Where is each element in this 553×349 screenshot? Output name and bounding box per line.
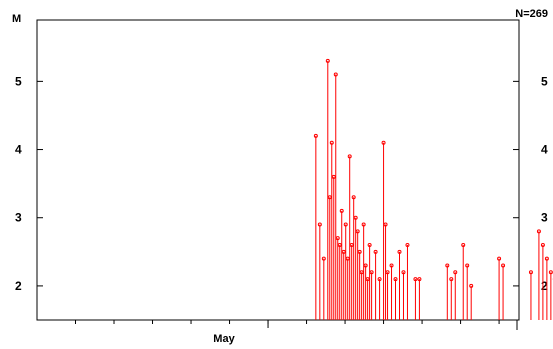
event-marker	[389, 263, 394, 268]
event-marker	[445, 263, 450, 268]
event-marker	[347, 154, 352, 159]
event-marker	[353, 215, 358, 220]
event-marker	[317, 222, 322, 227]
event-marker	[325, 58, 330, 63]
event-marker	[313, 133, 318, 138]
event-marker	[413, 277, 418, 282]
event-marker	[339, 208, 344, 213]
y-tick-label-left: 2	[15, 279, 22, 293]
x-tick-label-may: May	[213, 333, 235, 345]
event-marker	[405, 243, 410, 247]
event-marker	[397, 249, 402, 254]
plot-frame	[36, 19, 520, 321]
event-marker	[369, 270, 374, 275]
y-tick-label-right: 2	[541, 279, 548, 293]
y-tick-label-right: 3	[541, 211, 548, 225]
event-marker	[385, 270, 390, 275]
event-marker	[453, 270, 458, 275]
event-marker	[351, 195, 356, 200]
event-marker	[497, 256, 502, 261]
event-marker	[544, 256, 549, 261]
event-marker	[363, 263, 368, 268]
event-marker	[449, 277, 454, 282]
event-marker	[377, 277, 382, 282]
y-tick-label-right: 5	[541, 74, 548, 88]
event-marker	[321, 256, 326, 261]
y-axis-label: M	[12, 13, 21, 25]
event-marker	[528, 270, 533, 275]
event-marker	[343, 222, 348, 227]
y-tick-label-left: 5	[15, 74, 22, 88]
event-marker	[469, 283, 474, 288]
event-marker	[383, 222, 388, 227]
event-marker	[536, 229, 541, 234]
event-marker	[501, 263, 506, 268]
event-marker	[548, 270, 553, 275]
y-tick-label-left: 3	[15, 211, 22, 225]
event-marker	[465, 263, 470, 268]
event-marker	[329, 140, 334, 145]
event-marker	[381, 140, 386, 145]
event-marker	[335, 236, 340, 241]
event-marker	[417, 277, 422, 282]
count-label: N=269	[515, 8, 548, 20]
event-marker	[367, 243, 372, 247]
y-tick-label-left: 4	[15, 143, 22, 157]
y-tick-label-right: 4	[541, 143, 548, 157]
event-marker	[357, 249, 362, 254]
event-marker	[373, 249, 378, 254]
event-marker	[333, 72, 338, 77]
event-marker	[355, 229, 360, 234]
event-marker	[540, 243, 545, 247]
event-marker	[393, 277, 398, 282]
event-marker	[361, 222, 366, 227]
event-marker	[461, 243, 466, 247]
event-marker	[401, 270, 406, 275]
